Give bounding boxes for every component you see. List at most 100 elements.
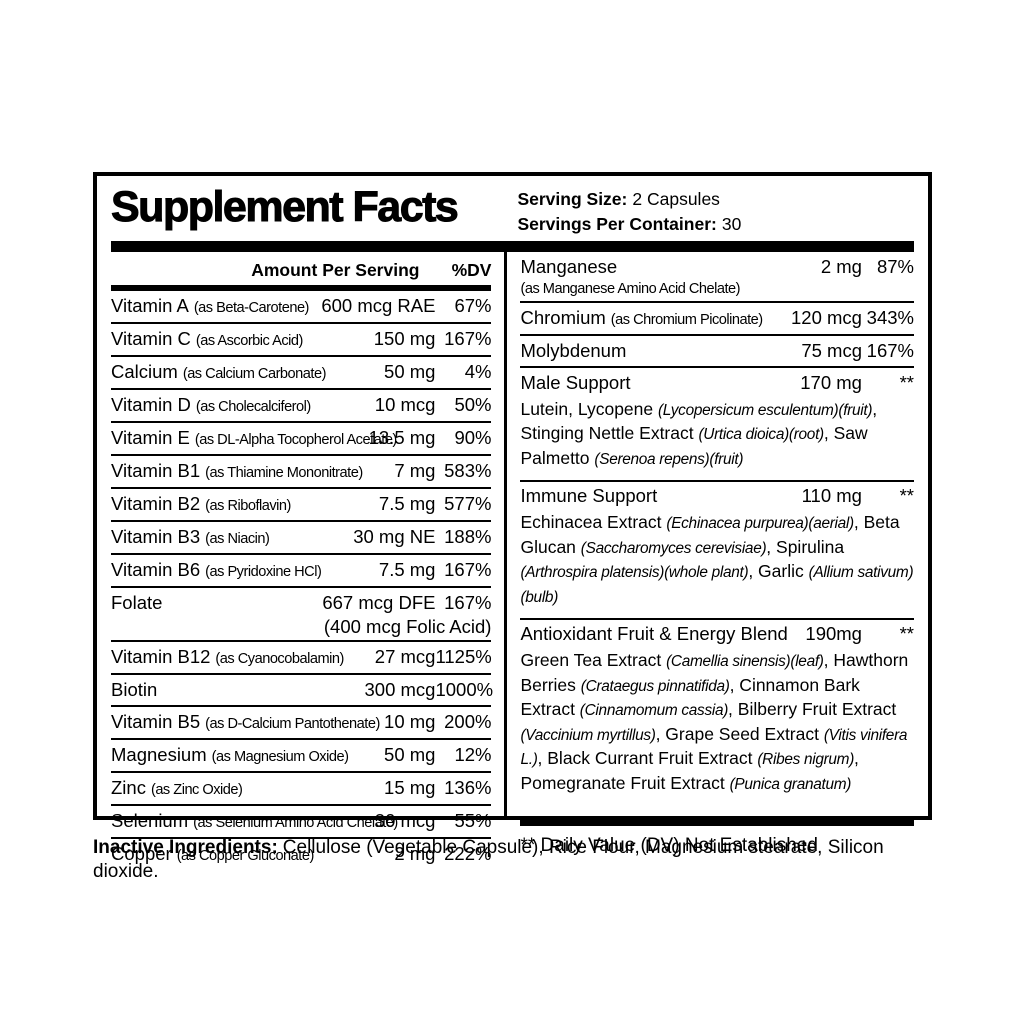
- nutrient-name-text: Male Support: [520, 371, 631, 393]
- nutrient-form: (as Cyanocobalamin): [215, 650, 344, 667]
- nutrient-row: Magnesium (as Magnesium Oxide) 50 mg 12%: [111, 740, 492, 773]
- ingredient-text: , Black Currant Fruit Extract: [537, 748, 758, 768]
- nutrient-row: Vitamin B2 (as Riboflavin) 7.5 mg 577%: [111, 489, 492, 522]
- ingredient-text: , Saw Palmetto: [520, 423, 868, 468]
- nutrient-row: Vitamin C (as Ascorbic Acid) 150 mg 167%: [111, 324, 492, 357]
- nutrient-row: Selenium (as Selenium Amino Acid Chelate)…: [111, 806, 492, 839]
- nutrient-row: Vitamin A (as Beta-Carotene) 600 mcg RAE 67…: [111, 291, 492, 324]
- nutrient-row: Vitamin B3 (as Niacin) 30 mg NE 188%: [111, 522, 492, 555]
- nutrient-amount: 7.5 mg: [378, 492, 436, 514]
- nutrient-line: Vitamin E (as DL-Alpha Tocopherol Acetate…: [111, 426, 491, 452]
- nutrient-line: Vitamin B1 (as Thiamine Mononitrate) 7 mg 5…: [111, 459, 491, 485]
- nutrient-dv: **: [899, 485, 914, 506]
- nutrient-name-text: Vitamin B2: [111, 492, 201, 514]
- nutrient-dv: 167%: [444, 327, 492, 349]
- right-rows: Manganese 2 mg 87% (as Manganese Amino Acid…: [520, 252, 914, 805]
- nutrient-dv: **: [899, 371, 914, 393]
- nutrient-name: Vitamin B12 (as Cyanocobalamin): [111, 645, 369, 671]
- nutrient-line: Vitamin B12 (as Cyanocobalamin) 27 mcg 1125…: [111, 645, 492, 671]
- nutrient-form: (as Thiamine Mononitrate): [205, 464, 363, 481]
- nutrient-form: (as DL-Alpha Tocopherol Acetate): [194, 431, 397, 448]
- nutrient-amount: 30 mcg: [374, 809, 436, 831]
- ingredient-text: Lutein, Lycopene: [520, 398, 658, 419]
- nutrient-dv: 343%: [866, 306, 914, 328]
- header-divider-bar: [111, 241, 914, 252]
- nutrient-name: Copper (as Copper Gluconate): [111, 842, 388, 868]
- nutrient-name: Vitamin D (as Cholecalciferol): [111, 393, 369, 419]
- nutrient-dv: 1000%: [435, 678, 494, 700]
- nutrient-form: (as Niacin): [205, 530, 270, 547]
- nutrient-name: Male Support: [520, 371, 794, 396]
- nutrient-amount: 667 mcg DFE: [322, 591, 436, 613]
- nutrient-name-text: Molybdenum: [520, 339, 627, 361]
- serving-size-line: Serving Size: 2 Capsules: [517, 187, 914, 212]
- nutrient-amount: 2 mg: [820, 255, 862, 277]
- nutrient-amount: 170 mg: [800, 371, 862, 393]
- nutrient-line: Vitamin D (as Cholecalciferol) 10 mcg 50%: [111, 393, 491, 419]
- nutrient-name-text: Immune Support: [520, 485, 658, 506]
- column-header: Amount Per Serving %DV: [111, 252, 491, 285]
- left-column: Amount Per Serving %DV Vitamin A (as Beta…: [111, 252, 504, 864]
- servings-per-container-line: Servings Per Container: 30: [517, 212, 914, 237]
- amount-per-serving-header: Amount Per Serving: [251, 260, 420, 280]
- nutrient-line: Magnesium (as Magnesium Oxide) 50 mg 12%: [111, 743, 491, 769]
- nutrient-line: Male Support 170 mg **: [520, 371, 914, 396]
- botanical-name: (Crataegus pinnatifida): [580, 677, 730, 695]
- nutrient-row: Vitamin B6 (as Pyridoxine HCl) 7.5 mg 167%: [111, 555, 492, 588]
- nutrient-row: Vitamin D (as Cholecalciferol) 10 mcg 50%: [111, 390, 492, 423]
- nutrient-dv: 167%: [444, 591, 492, 613]
- nutrient-line: Calcium (as Calcium Carbonate) 50 mg 4%: [111, 360, 491, 386]
- nutrient-amount: 50 mg: [384, 743, 436, 765]
- botanical-name: (Cinnamomum cassia): [579, 702, 729, 719]
- daily-value-footnote: ** Daily Value (DV) Not Established: [520, 834, 818, 856]
- nutrient-dv: 90%: [454, 426, 492, 448]
- nutrient-row: Vitamin B12 (as Cyanocobalamin) 27 mcg 1125…: [111, 642, 492, 675]
- right-column: Manganese 2 mg 87% (as Manganese Amino Acid…: [504, 252, 914, 856]
- nutrient-row: Vitamin B5 (as D-Calcium Pantothenate) 10 …: [111, 707, 492, 740]
- nutrient-amount: 110 mg: [801, 485, 862, 506]
- nutrient-name-text: Vitamin B12: [111, 645, 211, 667]
- nutrient-dv: 167%: [444, 558, 492, 580]
- botanical-name: (Serenoa repens)(fruit): [594, 450, 744, 468]
- columns: Amount Per Serving %DV Vitamin A (as Beta…: [111, 252, 914, 864]
- nutrient-name-text: Vitamin B1: [111, 459, 201, 481]
- serving-info: Serving Size: 2 Capsules Servings Per Con…: [504, 183, 914, 237]
- botanical-name: (Lycopersicum esculentum)(fruit): [657, 401, 873, 419]
- nutrient-row: Vitamin E (as DL-Alpha Tocopherol Acetate…: [111, 423, 492, 456]
- nutrient-row: Manganese 2 mg 87% (as Manganese Amino Acid…: [520, 252, 914, 303]
- botanical-name: (Vitis vinifera L.): [520, 726, 908, 769]
- nutrient-line: Folate 667 mcg DFE 167%: [111, 591, 491, 616]
- nutrient-dv: 12%: [454, 743, 492, 765]
- dv-header: %DV: [451, 260, 492, 280]
- nutrient-amount: 150 mg: [373, 327, 436, 349]
- nutrient-name-text: Vitamin B5: [111, 710, 201, 732]
- inactive-ingredients: Inactive Ingredients: Cellulose (Vegetabl…: [93, 836, 953, 884]
- nutrient-row: Biotin 300 mcg 1000%: [111, 675, 494, 707]
- blend-row: Male Support 170 mg ** Lutein, Lycopene (Ly…: [520, 368, 914, 482]
- nutrient-line: Vitamin B2 (as Riboflavin) 7.5 mg 577%: [111, 492, 491, 518]
- nutrient-form: (as Copper Gluconate): [176, 847, 315, 864]
- panel-header: Supplement Facts Serving Size: 2 Capsules…: [110, 176, 914, 237]
- nutrient-form: (as Cholecalciferol): [195, 398, 311, 415]
- nutrient-row: Molybdenum 75 mcg 167%: [520, 336, 914, 368]
- nutrient-amount: 50 mg: [384, 360, 436, 382]
- nutrient-line: Vitamin B3 (as Niacin) 30 mg NE 188%: [111, 525, 491, 551]
- nutrient-name: Selenium (as Selenium Amino Acid Chelate): [111, 809, 398, 835]
- nutrient-dv: 188%: [444, 525, 492, 547]
- nutrient-amount: 300 mcg: [364, 678, 436, 700]
- nutrient-dv: **: [899, 623, 914, 644]
- nutrient-name: Immune Support: [520, 484, 795, 509]
- ingredient-text: Echinacea Extract: [520, 512, 667, 532]
- ingredient-text: , Beta Glucan: [520, 512, 900, 557]
- botanical-name: (Echinacea purpurea)(aerial): [666, 515, 854, 532]
- botanical-name: (Camellia sinensis)(leaf): [666, 653, 824, 670]
- nutrient-amount: 7.5 mg: [378, 558, 436, 580]
- ingredient-text: , Pomegranate Fruit Extract: [520, 748, 859, 793]
- nutrient-name-text: Vitamin D: [111, 393, 191, 415]
- ingredient-text: , Cinnamon Bark Extract: [520, 674, 860, 720]
- serving-size-label: Serving Size:: [517, 189, 628, 209]
- footnote-divider-bar: [520, 818, 914, 826]
- nutrient-name: Biotin: [111, 678, 359, 703]
- nutrient-name-text: Magnesium: [111, 743, 207, 765]
